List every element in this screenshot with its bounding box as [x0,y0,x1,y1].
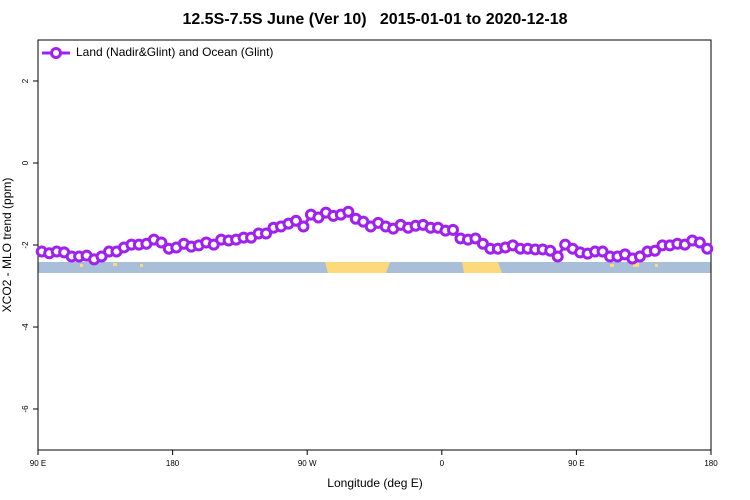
chart-title: 12.5S-7.5S June (Ver 10) 2015-01-01 to 2… [182,11,567,28]
land-patch [633,263,639,267]
data-point [297,220,310,233]
land-patch [610,264,614,267]
data-point [447,223,460,236]
x-tick-label: 180 [166,459,180,468]
data-point [551,250,564,263]
y-tick-label: 2 [21,78,30,83]
y-tick-label: 0 [21,160,30,165]
land-patch [325,262,390,273]
land-patch [80,264,83,267]
y-tick-label: -6 [21,405,30,413]
y-tick-label: -2 [21,241,30,249]
data-point [155,236,168,249]
x-tick-label: 90 E [568,459,584,468]
land-patch [462,262,502,273]
land-patch [140,264,143,267]
data-point [693,236,706,249]
x-tick-label: 180 [704,459,718,468]
land-patch [113,263,117,266]
land-mask [38,262,711,273]
legend-marker [50,47,62,59]
data-point [469,232,482,245]
x-axis-label: Longitude (deg E) [327,476,422,490]
legend: Land (Nadir&Glint) and Ocean (Glint) [42,45,273,59]
x-tick-label: 0 [440,459,445,468]
data-point [289,214,302,227]
x-tick-label: 90 W [298,459,317,468]
y-tick-label: -4 [21,323,30,331]
land-patch [655,264,658,267]
legend-label: Land (Nadir&Glint) and Ocean (Glint) [76,45,273,59]
data-point [544,244,557,257]
y-axis-label: XCO2 - MLO trend (ppm) [0,178,14,313]
x-tick-label: 90 E [30,459,46,468]
data-point [648,244,661,257]
data-point [342,205,355,218]
data-point [701,242,714,255]
data-point [260,227,273,240]
